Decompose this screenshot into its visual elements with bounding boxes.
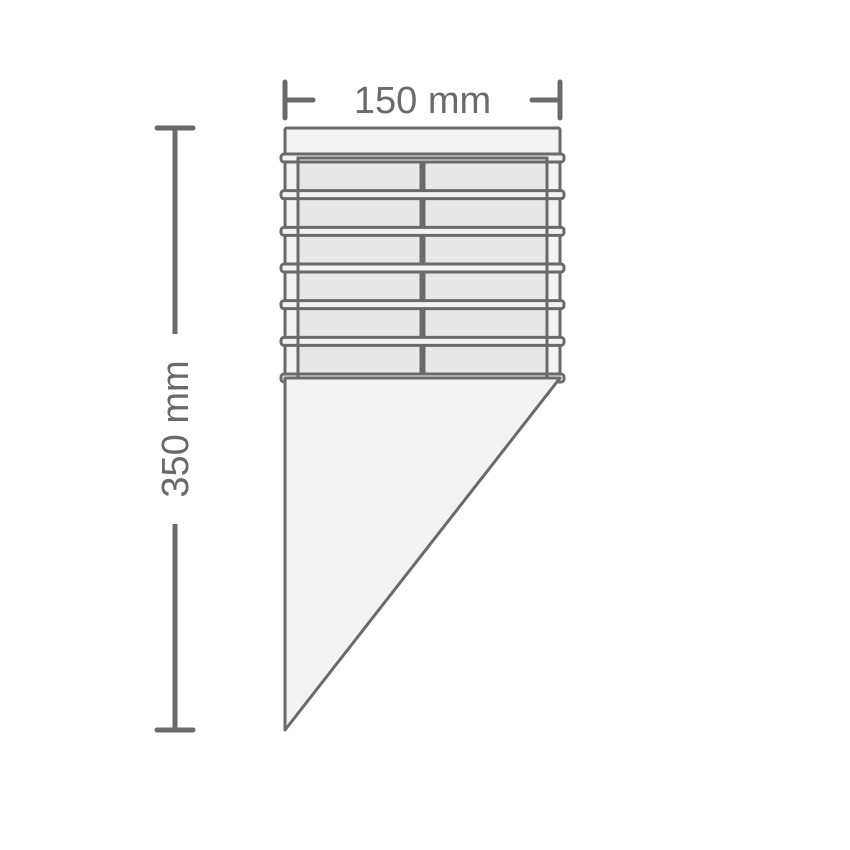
grill-slat <box>281 191 564 199</box>
grill-slat <box>281 227 564 235</box>
technical-drawing: 150 mm 350 mm <box>0 0 850 850</box>
height-label: 350 mm <box>155 360 197 497</box>
grill-slat <box>281 264 564 272</box>
width-label: 150 mm <box>354 80 491 122</box>
grill-slat <box>281 337 564 345</box>
grill-slat <box>281 301 564 309</box>
